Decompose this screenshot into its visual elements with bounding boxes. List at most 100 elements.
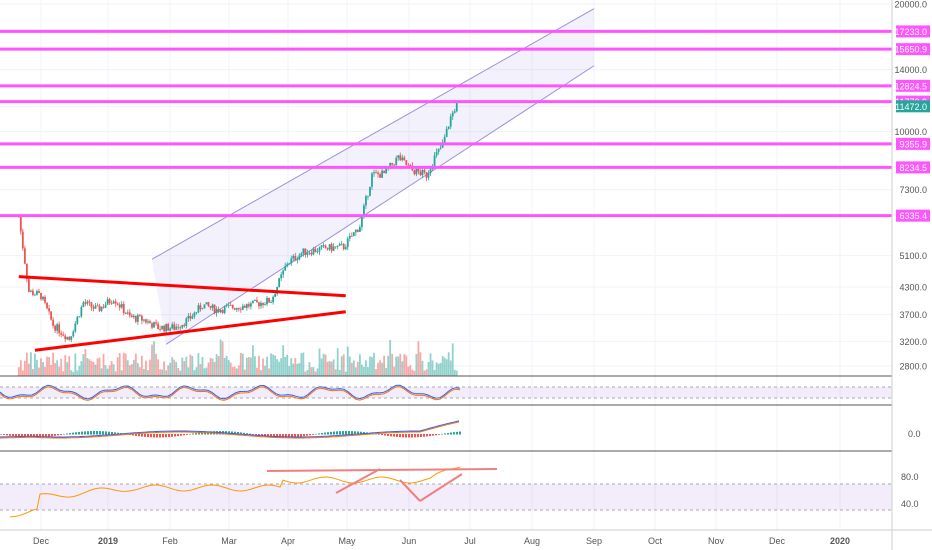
macd-histogram-bar — [234, 431, 236, 435]
macd-histogram-bar — [63, 433, 65, 435]
candle-body — [147, 321, 149, 323]
candle-body — [102, 306, 105, 308]
volume-bar — [286, 354, 289, 376]
macd-histogram-bar — [66, 433, 68, 435]
macd-histogram-bar — [285, 434, 287, 438]
volume-bar — [290, 358, 293, 376]
candle-body — [183, 324, 186, 326]
candle-body — [268, 297, 270, 303]
macd-histogram-bar — [459, 431, 461, 435]
candle-body — [395, 157, 398, 165]
volume-bar — [185, 356, 188, 376]
volume-bar — [417, 341, 420, 376]
candle-body — [203, 304, 206, 309]
volume-bar — [30, 352, 32, 376]
volume-bar — [439, 362, 442, 376]
macd-histogram-bar — [360, 431, 362, 435]
candle-body — [298, 255, 301, 260]
candle-body — [50, 311, 52, 320]
volume-bar — [207, 362, 210, 376]
price-tick-label: 3200.0 — [899, 337, 927, 347]
volume-bar — [252, 345, 254, 376]
triangle-lower-line — [34, 310, 346, 352]
volume-bar — [66, 362, 69, 376]
volume-bar — [60, 358, 63, 376]
macd-histogram-bar — [276, 434, 278, 438]
horizontal-levels — [0, 29, 892, 218]
channel-lower-line — [165, 65, 595, 345]
macd-histogram-bar — [159, 434, 161, 438]
candle-body — [34, 294, 36, 296]
macd-histogram-bar — [27, 434, 29, 438]
candle-body — [439, 147, 442, 149]
macd-histogram-bar — [267, 434, 269, 437]
candle-body — [134, 315, 137, 322]
time-tick-label: Nov — [708, 536, 725, 546]
volume-bar — [308, 362, 311, 376]
candle-body — [284, 266, 287, 271]
volume-bar — [167, 365, 170, 376]
candle-body — [330, 244, 333, 251]
macd-histogram-bar — [390, 434, 392, 437]
price-tick-label: 4300.0 — [899, 283, 927, 293]
time-tick-label: Sep — [586, 536, 602, 546]
volume-bar — [173, 359, 176, 376]
macd-histogram-bar — [12, 434, 14, 437]
candle-body — [219, 310, 222, 313]
candle-body — [177, 326, 180, 328]
macd-histogram-bar — [309, 434, 311, 436]
candle-body — [369, 186, 371, 196]
price-label: 11472.0 — [895, 102, 927, 112]
volume-bar — [201, 357, 204, 376]
volume-bar — [401, 361, 404, 376]
candle-body — [70, 336, 73, 340]
price-tick-label: 5100.0 — [899, 251, 927, 261]
candle-body — [363, 205, 365, 216]
volume-bar — [312, 367, 315, 376]
macd-histogram-bar — [174, 434, 176, 437]
volume-bar — [34, 353, 36, 376]
volume-bar — [377, 362, 379, 376]
volume-bars — [17, 339, 458, 376]
macd-histogram-bar — [168, 434, 170, 438]
candle-body — [264, 304, 266, 306]
macd-histogram-bar — [138, 434, 140, 437]
volume-bar — [100, 368, 103, 376]
candle-body — [141, 315, 143, 321]
candle-body — [352, 232, 355, 237]
macd-histogram-bar — [15, 434, 17, 437]
price-label-box — [896, 100, 930, 113]
volume-bar — [409, 365, 412, 376]
macd-histogram-bar — [387, 434, 389, 436]
volume-bar — [108, 365, 111, 376]
volume-bar — [294, 357, 297, 376]
volume-bar — [304, 371, 307, 376]
macd-histogram-bar — [9, 434, 11, 436]
candle-body — [36, 291, 38, 295]
candle-body — [52, 319, 55, 326]
candle-body — [58, 324, 61, 334]
candle-body — [88, 301, 91, 303]
macd-histogram-bar — [90, 431, 92, 435]
volume-bar — [56, 360, 59, 376]
volume-bar — [235, 368, 238, 376]
volume-bar — [165, 370, 168, 376]
price-tick-label: 20000.0 — [894, 0, 927, 10]
volume-bar — [245, 357, 248, 376]
candle-body — [332, 246, 335, 251]
volume-bar — [151, 344, 153, 376]
volume-bar — [247, 356, 250, 376]
candle-body — [120, 303, 123, 308]
volume-bar — [211, 358, 214, 376]
macd-histogram-bar — [399, 434, 401, 438]
volume-bar — [169, 362, 172, 376]
volume-bar — [118, 353, 121, 376]
volume-bar — [399, 353, 402, 376]
volume-bar — [316, 368, 319, 376]
volume-bar — [447, 352, 450, 376]
volume-bar — [70, 370, 73, 376]
candle-body — [221, 310, 224, 313]
macd-histogram-bar — [351, 431, 353, 435]
candle-body — [241, 305, 244, 310]
candle-body — [215, 309, 218, 314]
